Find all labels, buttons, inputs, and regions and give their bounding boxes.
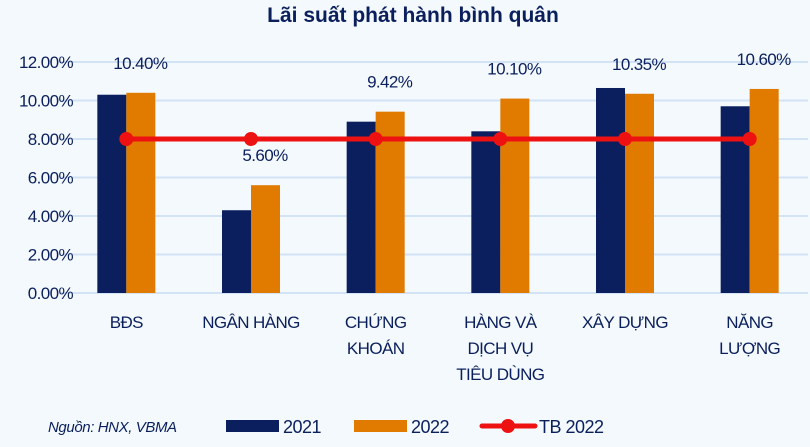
y-tick-label: 6.00% [28,169,74,188]
legend: Nguồn: HNX, VBMA 2021 2022 TB 2022 [48,417,605,437]
data-labels: 10.40% 5.60% 9.42% 10.10% 10.35% 10.60% [113,50,791,165]
y-tick-label: 0.00% [28,284,74,303]
legend-label-tb2022: TB 2022 [539,417,604,437]
bar-2022-5 [749,88,779,293]
x-tick-label: TIÊU DÙNG [456,365,544,384]
x-tick-label: DỊCH VỤ [467,339,533,358]
x-axis: BĐS NGÂN HÀNG CHỨNG KHOÁN HÀNG VÀ DỊCH VỤ TIÊU… [110,313,781,384]
bar-2021-3 [471,131,501,293]
x-tick-label: CHỨNG [345,313,407,332]
x-tick-label: LƯỢNG [719,339,780,358]
bar-2022-0 [126,92,156,293]
x-tick-label: NGÂN HÀNG [202,313,300,332]
data-label: 10.10% [487,60,542,79]
data-label: 10.40% [113,54,168,73]
avg-line [119,132,757,146]
bar-2022-1 [251,185,280,293]
legend-marker-tb2022 [501,419,515,433]
y-tick-label: 4.00% [28,207,74,226]
bar-2021-0 [97,94,127,293]
bar-2022-4 [625,93,654,293]
x-tick-label: NĂNG [726,313,773,332]
avg-line-marker [119,132,134,146]
x-tick-label: HÀNG VÀ [464,313,538,332]
x-tick-label: KHOÁN [347,339,404,358]
bar-2021-4 [596,87,625,293]
legend-swatch-2021 [226,420,279,432]
legend-label-2021: 2021 [283,417,322,437]
bar-2021-2 [346,121,376,293]
x-tick-label: BĐS [110,313,143,332]
legend-label-2022: 2022 [411,417,450,437]
bars [97,87,779,294]
y-axis: 0.00% 2.00% 4.00% 6.00% 8.00% 10.00% 12.00% [19,53,74,303]
x-tick-label: XÂY DỰNG [582,313,668,332]
data-label: 10.35% [612,55,667,74]
y-tick-label: 8.00% [28,130,74,149]
bar-2022-3 [500,98,530,293]
gridlines [60,61,808,294]
avg-line-marker [742,132,757,146]
avg-line-marker [244,132,258,146]
avg-line-marker [368,132,383,146]
data-label: 5.60% [242,146,288,165]
chart-title: Lãi suất phát hành bình quân [267,4,559,27]
source-note: Nguồn: HNX, VBMA [48,419,177,436]
data-label: 9.42% [367,73,413,92]
bar-2021-1 [222,210,251,293]
avg-line-marker [493,132,508,146]
data-label: 10.60% [737,50,792,69]
legend-swatch-2022 [354,420,407,432]
y-tick-label: 12.00% [19,53,74,72]
y-tick-label: 10.00% [19,92,74,111]
avg-line-marker [618,132,632,146]
y-tick-label: 2.00% [28,246,74,265]
